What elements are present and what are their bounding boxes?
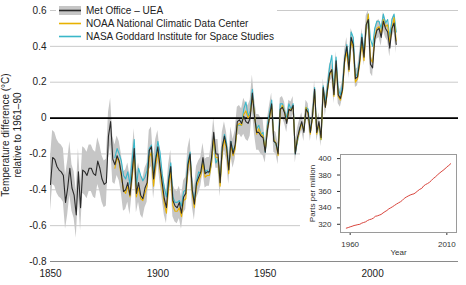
svg-text:-0.4: -0.4 — [29, 184, 47, 195]
svg-text:0: 0 — [41, 112, 47, 123]
svg-text:-0.8: -0.8 — [29, 256, 47, 267]
html-text:Met Office – UEA: Met Office – UEA — [86, 5, 164, 16]
svg-text:0.2: 0.2 — [33, 76, 47, 87]
svg-text:0.6: 0.6 — [33, 5, 47, 16]
svg-text:360: 360 — [318, 187, 332, 196]
svg-text:1900: 1900 — [147, 268, 170, 279]
svg-text:Year: Year — [390, 248, 407, 257]
svg-text:1850: 1850 — [39, 268, 62, 279]
svg-text:400: 400 — [318, 154, 332, 163]
svg-text:320: 320 — [318, 220, 332, 229]
svg-text:Parts per million: Parts per million — [308, 165, 317, 222]
html-text:Temperature difference (°C) re: Temperature difference (°C) relative to … — [0, 73, 23, 197]
svg-text:2000: 2000 — [361, 268, 384, 279]
svg-text:380: 380 — [318, 171, 332, 180]
svg-text:2010: 2010 — [438, 240, 456, 249]
svg-text:340: 340 — [318, 203, 332, 212]
svg-text:-0.6: -0.6 — [29, 220, 47, 231]
html-text:NOAA National Climatic Data Ce: NOAA National Climatic Data Center — [86, 18, 249, 29]
svg-text:1950: 1950 — [254, 268, 277, 279]
svg-text:-0.2: -0.2 — [29, 148, 47, 159]
svg-text:1960: 1960 — [341, 240, 359, 249]
svg-text:0.4: 0.4 — [33, 41, 47, 52]
html-text:NASA Goddard Institute for Spa: NASA Goddard Institute for Space Studies — [86, 31, 274, 42]
